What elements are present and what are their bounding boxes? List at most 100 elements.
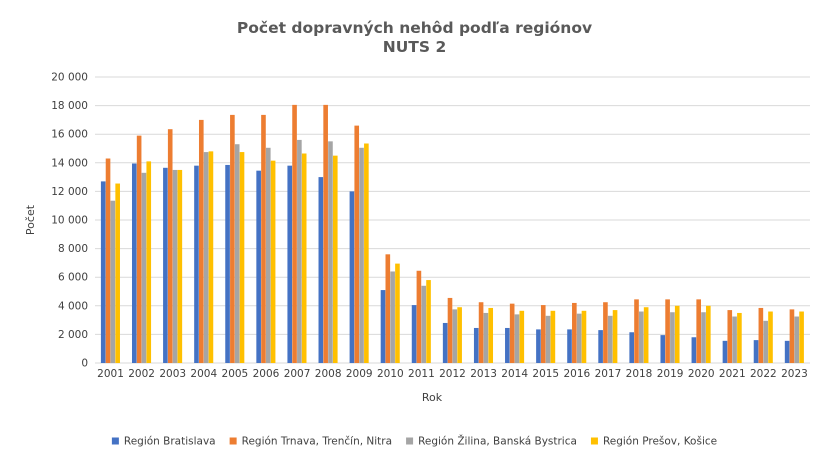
bar: [194, 165, 199, 363]
chart-subtitle: NUTS 2: [383, 38, 446, 56]
bar: [732, 316, 737, 363]
bar: [674, 305, 680, 363]
bar: [354, 125, 360, 364]
x-tick-label: 2022: [750, 368, 777, 380]
bar: [598, 330, 603, 363]
bar: [297, 139, 302, 363]
bar: [349, 191, 355, 363]
legend-swatch: [229, 437, 237, 445]
y-axis-ticks: 0 2 000 4 000 6 000 8 000 10 000 12 000 14 000 1…: [51, 72, 88, 370]
y-tick-label: 4 000: [58, 300, 88, 312]
chart-title: Počet dopravných nehôd podľa regiónov: [237, 19, 592, 37]
legend-label: Región Žilina, Banská Bystrica: [418, 435, 577, 448]
bar: [763, 320, 768, 363]
y-tick-label: 2 000: [58, 329, 88, 341]
bar: [505, 327, 510, 363]
bar: [784, 340, 790, 363]
y-tick-label: 18 000: [51, 100, 88, 112]
x-tick-label: 2012: [439, 368, 466, 380]
bar: [607, 315, 613, 363]
x-tick-label: 2017: [595, 368, 622, 380]
bar: [545, 315, 551, 363]
x-tick-label: 2004: [190, 368, 217, 380]
bar: [328, 141, 333, 363]
bar: [364, 143, 369, 363]
bar: [536, 329, 541, 363]
bar: [634, 299, 639, 363]
bar: [758, 307, 764, 363]
bar: [292, 104, 297, 363]
bar: [141, 172, 147, 363]
bar: [105, 158, 111, 363]
bar: [390, 271, 395, 363]
x-tick-label: 2002: [128, 368, 155, 380]
bar: [234, 144, 240, 363]
bar: [572, 302, 577, 363]
legend-swatch: [590, 437, 598, 445]
bar: [519, 310, 525, 363]
bar: [483, 312, 489, 363]
bar: [612, 310, 618, 363]
bar: [100, 181, 106, 363]
bar: [794, 316, 800, 363]
bar: [208, 151, 214, 363]
bar: [567, 329, 572, 363]
bar: [318, 177, 324, 363]
bar: [799, 311, 804, 363]
bar: [421, 285, 427, 363]
legend-label: Región Bratislava: [124, 436, 216, 448]
bar: [670, 312, 675, 363]
bar: [701, 312, 706, 363]
bar: [478, 302, 484, 363]
bar: [395, 263, 400, 363]
y-tick-label: 20 000: [51, 72, 88, 84]
bar: [225, 164, 230, 363]
bar: [239, 152, 245, 363]
bar: [706, 305, 711, 363]
bar: [540, 305, 546, 363]
legend-swatch: [406, 437, 414, 445]
bar: [198, 119, 204, 364]
y-tick-label: 8 000: [58, 243, 88, 255]
y-tick-label: 14 000: [51, 157, 88, 169]
bar: [287, 165, 293, 363]
bar: [426, 280, 431, 363]
legend-swatch: [111, 437, 119, 445]
bar: [115, 183, 120, 363]
x-axis-label: Rok: [422, 391, 443, 404]
bar: [172, 169, 178, 363]
bar: [660, 335, 666, 363]
x-tick-label: 2015: [532, 368, 559, 380]
bar: [691, 337, 697, 363]
x-tick-label: 2007: [284, 368, 311, 380]
gridlines: [95, 76, 810, 364]
x-tick-label: 2020: [688, 368, 715, 380]
bar: [576, 313, 582, 363]
y-axis-label: Počet: [24, 204, 37, 235]
y-tick-label: 12 000: [51, 186, 88, 198]
bar: [270, 160, 276, 363]
bar: [514, 314, 520, 363]
bar: [177, 169, 183, 363]
bar: [550, 310, 556, 363]
bar: [261, 114, 266, 364]
bar: [452, 309, 458, 363]
bar: [163, 167, 168, 363]
bar: [737, 312, 742, 363]
x-tick-label: 2021: [719, 368, 746, 380]
x-tick-label: 2016: [563, 368, 590, 380]
x-axis-ticks: 2001 2002 2003 2004 2005 2006 2007 2008 2009 2010…: [97, 368, 808, 380]
bar: [442, 322, 448, 363]
x-tick-label: 2014: [501, 368, 528, 380]
bar: [380, 290, 386, 363]
x-tick-label: 2009: [346, 368, 373, 380]
bar: [359, 147, 364, 363]
bar: [230, 114, 235, 364]
x-tick-label: 2006: [253, 368, 280, 380]
bar: [643, 307, 649, 363]
bar: [131, 163, 137, 363]
bar: [629, 332, 635, 363]
bar: [136, 135, 142, 363]
bar: [581, 310, 587, 363]
